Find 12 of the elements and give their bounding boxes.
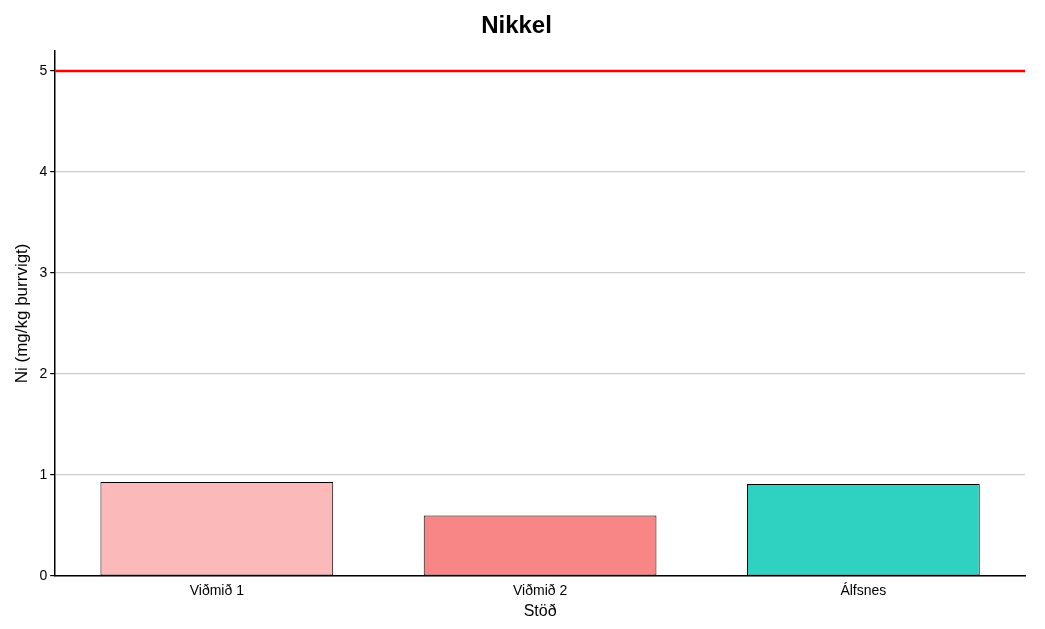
y-tick-label: 3 [39,263,48,280]
y-tick-label: 2 [39,364,48,381]
y-tick-label: 4 [39,162,48,179]
chart-title: Nikkel [481,11,552,39]
x-axis-title: Stöð [523,601,557,619]
x-tick-label: Álfsnes [840,582,887,599]
y-tick-label: 0 [39,566,48,583]
y-axis-title: Ni (mg/kg þurrvigt) [11,243,31,384]
y-tick-label: 5 [39,61,48,78]
x-tick-label: Viðmið 2 [512,582,568,599]
x-tick-label: Viðmið 1 [189,582,245,599]
y-tick-label: 1 [39,465,48,482]
